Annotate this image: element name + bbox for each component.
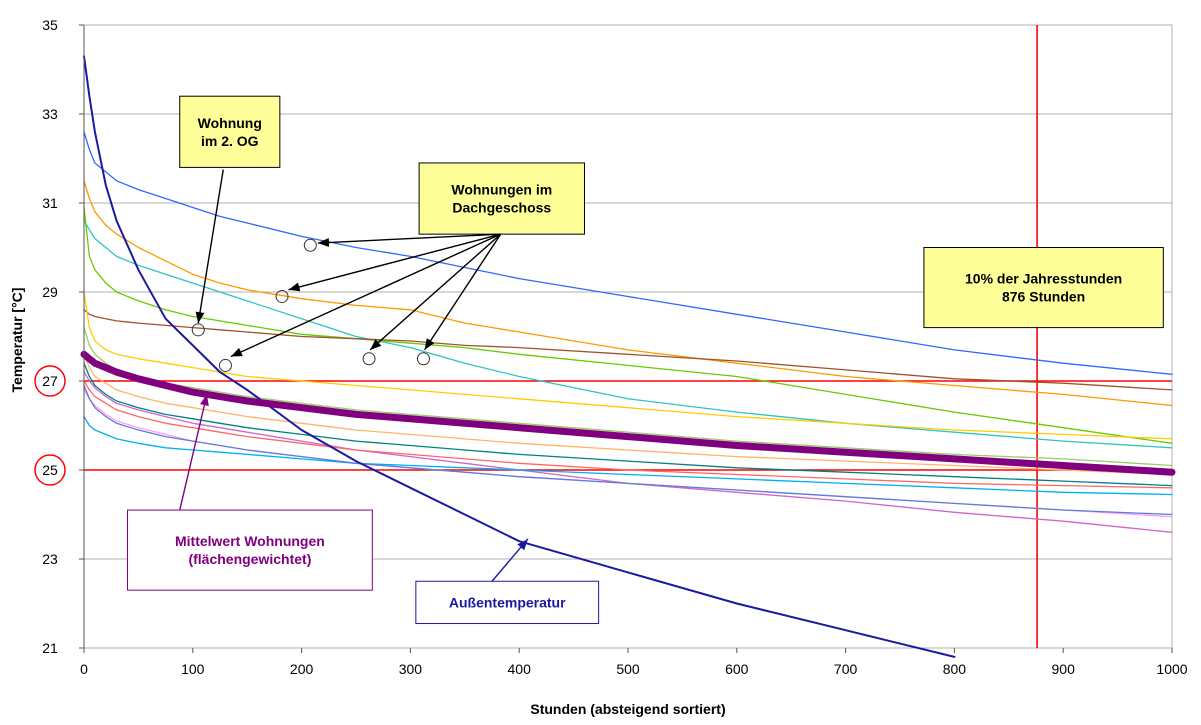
annotation-arrow — [288, 233, 501, 291]
annotation-arrow — [423, 233, 502, 351]
series-line-3 — [83, 180, 1173, 407]
annotation-text: Wohnungen im — [451, 182, 552, 198]
annotation-arrow — [197, 169, 224, 324]
y-tick-label: 23 — [42, 551, 58, 567]
x-axis-label: Stunden (absteigend sortiert) — [530, 701, 725, 717]
marker-circle — [303, 238, 317, 252]
series-line-8 — [80, 350, 1176, 476]
annotation-box — [415, 580, 600, 625]
marker-circle — [275, 289, 289, 303]
x-tick-label: 1000 — [1156, 661, 1187, 677]
annotation-text: Mittelwert Wohnungen — [175, 533, 325, 549]
series-line-16 — [83, 380, 1173, 489]
y-tick-label: 21 — [42, 640, 58, 656]
y-tick-highlight-circle — [34, 454, 66, 486]
y-tick-label: 31 — [42, 195, 58, 211]
series-line-9 — [83, 371, 1173, 533]
x-tick-label: 300 — [399, 661, 423, 677]
annotation-text: im 2. OG — [201, 133, 259, 149]
annotation-box — [127, 509, 373, 591]
annotation-jahr: 10% der Jahresstunden 876 Stunden — [923, 247, 1164, 329]
y-tick-highlight-circle — [34, 365, 66, 397]
marker-circle — [362, 352, 376, 366]
y-axis-label: Temperatur [°C] — [9, 288, 25, 393]
x-tick-label: 400 — [508, 661, 532, 677]
y-tick-label: 29 — [42, 284, 58, 300]
annotation-text: 10% der Jahresstunden — [965, 271, 1122, 287]
annotation-aussen: Außentemperatur — [415, 580, 600, 625]
series-line-5 — [83, 206, 1173, 444]
annotation-text: Außentemperatur — [449, 594, 566, 610]
series-line-1 — [83, 55, 956, 658]
annotation-box — [179, 95, 281, 168]
annotation-text: Dachgeschoss — [452, 200, 551, 216]
x-tick-label: 600 — [725, 661, 749, 677]
x-tick-label: 200 — [290, 661, 314, 677]
series-line-12 — [83, 384, 1173, 516]
annotation-arrowhead — [317, 238, 330, 247]
marker-circle — [416, 352, 430, 366]
annotation-arrowhead — [195, 311, 205, 324]
annotation-arrow — [369, 233, 502, 351]
annotation-text: Wohnung — [198, 115, 262, 131]
marker-circle — [218, 358, 232, 372]
annotation-box — [923, 247, 1164, 329]
series-line-7 — [83, 291, 1173, 440]
series-line-14 — [83, 353, 1173, 476]
marker-circle — [191, 323, 205, 337]
annotation-arrow — [179, 394, 208, 511]
annotation-text: 876 Stunden — [1002, 289, 1085, 305]
annotation-arrowhead — [424, 338, 435, 350]
x-tick-label: 900 — [1052, 661, 1076, 677]
series-line-2 — [83, 131, 1173, 375]
y-tick-label: 35 — [42, 17, 58, 33]
x-tick-label: 0 — [80, 661, 88, 677]
series-line-15 — [83, 362, 1173, 487]
annotation-arrow — [317, 233, 501, 244]
annotation-arrowhead — [200, 394, 209, 407]
annotation-arrowhead — [230, 347, 243, 357]
annotation-dach: Wohnungen im Dachgeschoss — [418, 162, 585, 235]
annotation-og2: Wohnung im 2. OG — [179, 95, 281, 168]
x-tick-label: 700 — [834, 661, 858, 677]
series-line-6 — [83, 309, 1173, 391]
annotation-arrowhead — [517, 538, 528, 551]
annotation-mittel: Mittelwert Wohnungen (flächengewichtet) — [127, 509, 373, 591]
annotation-arrowhead — [288, 282, 301, 292]
series-line-4 — [83, 220, 1173, 449]
x-tick-label: 500 — [616, 661, 640, 677]
series-line-11 — [83, 415, 1173, 496]
x-tick-label: 800 — [943, 661, 967, 677]
annotation-arrow — [230, 233, 501, 358]
y-tick-label: 27 — [42, 373, 58, 389]
annotation-box — [418, 162, 585, 235]
annotation-text: (flächengewichtet) — [188, 551, 311, 567]
x-tick-label: 100 — [181, 661, 205, 677]
annotation-arrowhead — [370, 339, 382, 350]
y-tick-label: 33 — [42, 106, 58, 122]
y-tick-label: 25 — [42, 462, 58, 478]
